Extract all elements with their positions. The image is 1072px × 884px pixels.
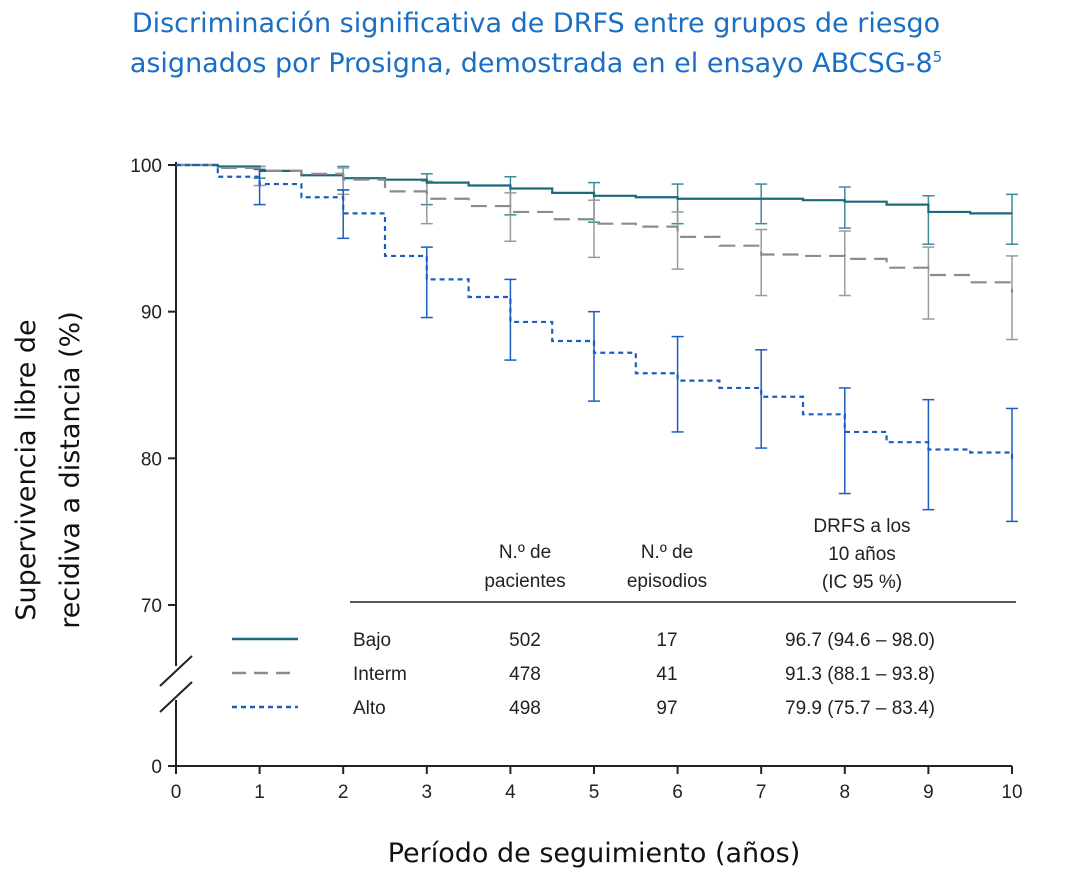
survival-curves [176, 163, 1014, 460]
row-alto-group: Alto [353, 698, 386, 719]
header-episodios-line1: N.º de [641, 542, 693, 563]
header-pacientes-line2: pacientes [484, 571, 565, 592]
row-bajo-episodios: 17 [656, 630, 677, 651]
y-tick-label-0: 0 [151, 757, 162, 778]
header-pacientes-line1: N.º de [499, 542, 551, 563]
y-tick-label-70: 70 [141, 596, 162, 617]
row-bajo-pacientes: 502 [509, 630, 541, 651]
x-tick-label-6: 6 [672, 782, 683, 803]
x-axis-label: Período de seguimiento (años) [387, 838, 801, 869]
row-interm-pacientes: 478 [509, 664, 541, 685]
curve-interm [176, 163, 1014, 293]
row-bajo-group: Bajo [353, 630, 391, 651]
x-tick-label-9: 9 [923, 782, 934, 803]
curve-alto [176, 163, 1014, 460]
curve-bajo [176, 163, 1012, 215]
confidence-interval-bars [253, 165, 1018, 523]
y-tick-label-80: 80 [141, 449, 162, 470]
legend-table: N.º de pacientes N.º de episodios DRFS a… [232, 516, 1016, 719]
y-tick-label-100: 100 [130, 156, 162, 177]
chart-title-line1: Discriminación significativa de DRFS ent… [131, 8, 941, 39]
x-tick-label-2: 2 [338, 782, 349, 803]
x-tick-label-4: 4 [505, 782, 516, 803]
row-interm-episodios: 41 [656, 664, 677, 685]
y-tick-label-90: 90 [141, 303, 162, 324]
chart-title-line2: asignados por Prosigna, demostrada en el… [0, 44, 1072, 84]
axis-break-mark-1 [159, 655, 193, 687]
axis-break-mark-2 [159, 681, 193, 713]
row-interm-drfs: 91.3 (88.1 – 93.8) [785, 664, 935, 685]
header-drfs-line3: (IC 95 %) [822, 572, 902, 593]
x-tick-label-3: 3 [422, 782, 433, 803]
x-tick-label-0: 0 [171, 782, 182, 803]
chart-title-line2-text: asignados por Prosigna, demostrada en el… [129, 48, 933, 79]
x-tick-label-1: 1 [254, 782, 265, 803]
row-interm-group: Interm [353, 664, 407, 685]
row-alto-pacientes: 498 [509, 698, 541, 719]
chart-title-superscript: 5 [932, 48, 943, 66]
row-alto-episodios: 97 [656, 698, 677, 719]
row-alto-drfs: 79.9 (75.7 – 83.4) [785, 698, 935, 719]
x-tick-label-8: 8 [840, 782, 851, 803]
header-episodios-line2: episodios [627, 571, 707, 592]
header-drfs-line2: 10 años [828, 544, 896, 565]
header-drfs-line1: DRFS a los [813, 516, 910, 537]
x-tick-label-7: 7 [756, 782, 767, 803]
row-bajo-drfs: 96.7 (94.6 – 98.0) [785, 630, 935, 651]
x-tick-label-5: 5 [589, 782, 600, 803]
x-tick-label-10: 10 [1001, 782, 1022, 803]
chart-title: Discriminación significativa de DRFS ent… [0, 4, 1072, 84]
